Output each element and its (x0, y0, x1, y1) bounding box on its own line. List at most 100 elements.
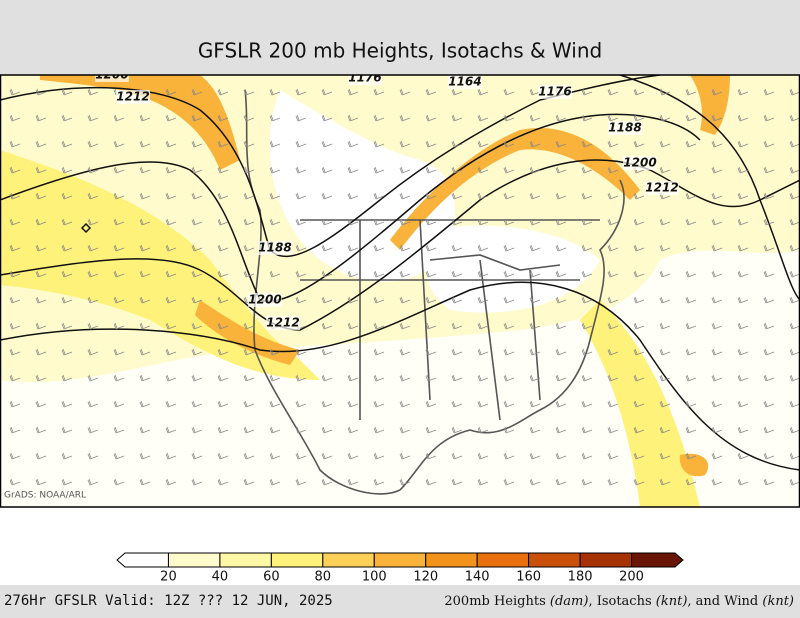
colorbar-segment (425, 552, 478, 568)
barb (269, 218, 281, 226)
barb (607, 114, 619, 122)
barb (321, 140, 333, 148)
barb (87, 244, 99, 252)
barb (503, 348, 515, 356)
barb (685, 348, 697, 356)
barb (607, 192, 619, 200)
barb (555, 270, 567, 278)
barb (321, 114, 333, 122)
barb (321, 218, 333, 226)
barb (373, 140, 385, 148)
barb (477, 218, 489, 226)
barb (581, 192, 593, 200)
barb (607, 88, 619, 96)
barb (659, 374, 671, 382)
colorbar-label: 40 (212, 570, 229, 585)
barb (789, 322, 800, 330)
barb (425, 400, 437, 408)
barb (217, 192, 229, 200)
barb (633, 426, 645, 434)
barb (399, 218, 411, 226)
barb (191, 192, 203, 200)
barb (763, 88, 775, 96)
barb (425, 166, 437, 174)
colorbar-label: 20 (160, 570, 177, 585)
barb (87, 88, 99, 96)
barb (555, 452, 567, 460)
barb (373, 400, 385, 408)
barb (425, 348, 437, 356)
barb (789, 166, 800, 174)
barb (87, 192, 99, 200)
barb (581, 114, 593, 122)
barb (737, 218, 749, 226)
barb (555, 400, 567, 408)
barb (555, 192, 567, 200)
barb (243, 166, 255, 174)
barb (451, 166, 463, 174)
barb (373, 426, 385, 434)
barb (685, 270, 697, 278)
barb (503, 88, 515, 96)
barb (711, 270, 723, 278)
barb (35, 296, 47, 304)
barb (425, 296, 437, 304)
barb (607, 322, 619, 330)
barb (529, 426, 541, 434)
barb (659, 426, 671, 434)
barb (295, 192, 307, 200)
barb (763, 114, 775, 122)
barb (35, 140, 47, 148)
barb (685, 400, 697, 408)
barb (243, 374, 255, 382)
barb (139, 218, 151, 226)
barb (659, 140, 671, 148)
barb (555, 322, 567, 330)
barb (347, 192, 359, 200)
barb (685, 478, 697, 486)
barb (191, 400, 203, 408)
barb (243, 218, 255, 226)
barb (373, 166, 385, 174)
barb (685, 244, 697, 252)
colorbar-segment (631, 552, 684, 568)
barb (61, 218, 73, 226)
barb (503, 140, 515, 148)
barb (763, 426, 775, 434)
barb (113, 426, 125, 434)
barb (633, 140, 645, 148)
barb (711, 374, 723, 382)
barb (451, 270, 463, 278)
barb (87, 374, 99, 382)
barb (113, 296, 125, 304)
barb (555, 140, 567, 148)
barb (35, 478, 47, 486)
barb (243, 192, 255, 200)
footer-right-part: 200mb Heights (444, 594, 550, 609)
barb (763, 452, 775, 460)
barb (399, 348, 411, 356)
barb (191, 374, 203, 382)
barb (243, 322, 255, 330)
barb (87, 114, 99, 122)
jet-band (0, 150, 320, 380)
barb (503, 322, 515, 330)
barb (425, 322, 437, 330)
barb (789, 140, 800, 148)
barb (35, 192, 47, 200)
barb (9, 400, 21, 408)
barb (399, 322, 411, 330)
barb (87, 166, 99, 174)
barb (737, 374, 749, 382)
jet-core (679, 453, 709, 477)
barb (763, 140, 775, 148)
barb (581, 296, 593, 304)
barb (139, 296, 151, 304)
barb (711, 478, 723, 486)
barb (607, 244, 619, 252)
barb (35, 426, 47, 434)
barb (165, 400, 177, 408)
barb (633, 452, 645, 460)
barb (191, 114, 203, 122)
barb (113, 218, 125, 226)
